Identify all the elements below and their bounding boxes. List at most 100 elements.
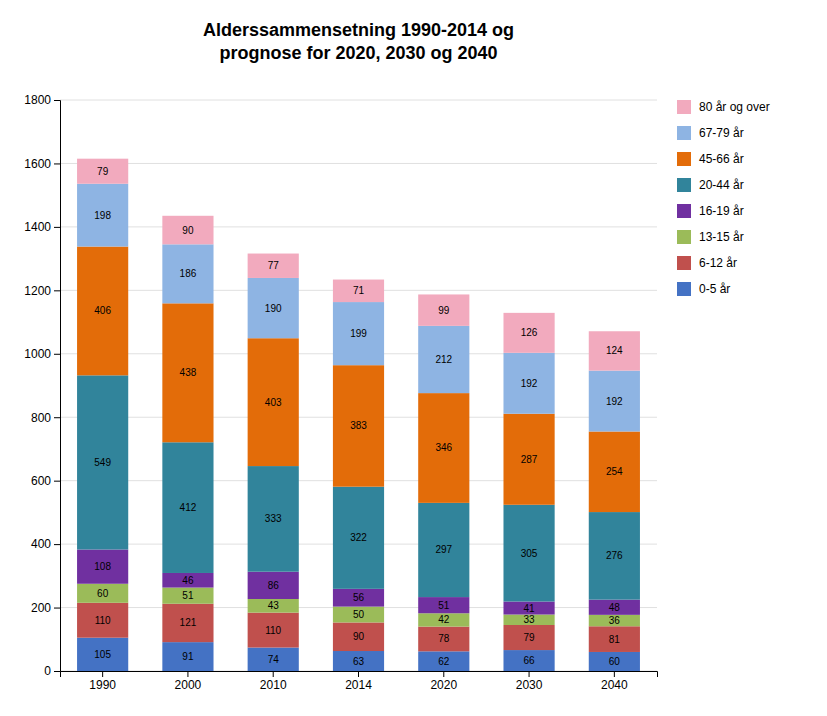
y-tick: 1600 bbox=[24, 157, 60, 171]
tick-label: 1200 bbox=[24, 284, 51, 298]
legend-item: 20-44 år bbox=[677, 178, 744, 192]
data-label: 91 bbox=[182, 651, 194, 662]
bar bbox=[77, 550, 128, 584]
data-label: 126 bbox=[521, 327, 538, 338]
data-label: 276 bbox=[606, 550, 623, 561]
tick-mark bbox=[54, 417, 60, 418]
tick-mark bbox=[614, 671, 615, 677]
y-tick: 0 bbox=[44, 664, 60, 678]
legend-swatch bbox=[677, 152, 691, 166]
tick-label: 200 bbox=[31, 601, 51, 615]
bar bbox=[503, 602, 554, 615]
tick-label: 800 bbox=[31, 411, 51, 425]
bar bbox=[162, 573, 213, 588]
tick-label: 1600 bbox=[24, 157, 51, 171]
legend-swatch bbox=[677, 256, 691, 270]
data-label: 66 bbox=[524, 655, 536, 666]
bar bbox=[77, 375, 128, 549]
bar bbox=[589, 331, 640, 370]
bar bbox=[162, 604, 213, 642]
bar bbox=[333, 302, 384, 365]
bar bbox=[418, 503, 469, 597]
bar bbox=[418, 613, 469, 626]
y-tick: 1800 bbox=[24, 93, 60, 107]
data-label: 79 bbox=[97, 166, 109, 177]
tick-mark bbox=[54, 544, 60, 545]
title: Alderssammensetning 1990-2014 ogprognose… bbox=[203, 20, 514, 63]
tick-label: 1400 bbox=[24, 220, 51, 234]
data-label: 56 bbox=[353, 592, 365, 603]
legend-swatch bbox=[677, 282, 691, 296]
legend-label: 45-66 år bbox=[699, 152, 744, 166]
x-axis: 1990200020102014202020302040 bbox=[61, 671, 658, 692]
tick-label: 0 bbox=[44, 664, 51, 678]
bar bbox=[589, 371, 640, 432]
legend: 80 år og over 67-79 år 45-66 år 20-44 år 16-… bbox=[677, 100, 770, 296]
legend-swatch bbox=[677, 204, 691, 218]
data-label: 71 bbox=[353, 285, 365, 296]
bar bbox=[503, 505, 554, 602]
legend-item: 16-19 år bbox=[677, 204, 744, 218]
data-label: 77 bbox=[268, 260, 280, 271]
data-label: 198 bbox=[94, 210, 111, 221]
bar bbox=[77, 184, 128, 247]
data-label: 41 bbox=[524, 603, 536, 614]
legend-label: 20-44 år bbox=[699, 178, 744, 192]
bar bbox=[248, 648, 299, 671]
legend-label: 16-19 år bbox=[699, 204, 744, 218]
bar bbox=[589, 652, 640, 671]
bar-series bbox=[77, 247, 640, 513]
bar bbox=[77, 638, 128, 671]
bar bbox=[162, 303, 213, 442]
bar bbox=[162, 588, 213, 604]
data-label: 79 bbox=[524, 632, 536, 643]
bar bbox=[503, 414, 554, 505]
tick-label: 2020 bbox=[430, 678, 457, 692]
bar bbox=[418, 326, 469, 393]
bar bbox=[248, 466, 299, 572]
bar bbox=[248, 572, 299, 599]
legend-item: 80 år og over bbox=[677, 100, 770, 114]
tick-mark bbox=[187, 671, 188, 677]
y-axis: 020040060080010001200140016001800 bbox=[24, 93, 60, 678]
data-label: 99 bbox=[438, 305, 450, 316]
legend-swatch bbox=[677, 100, 691, 114]
y-tick: 200 bbox=[31, 601, 60, 615]
legend-item: 67-79 år bbox=[677, 126, 744, 140]
bar bbox=[248, 599, 299, 613]
data-label: 186 bbox=[180, 268, 197, 279]
tick-label: 2010 bbox=[260, 678, 287, 692]
data-label: 48 bbox=[609, 602, 621, 613]
tick-mark bbox=[54, 608, 60, 609]
x-tick: 2010 bbox=[260, 671, 287, 692]
data-label: 346 bbox=[435, 442, 452, 453]
grid-line bbox=[60, 163, 657, 164]
bar bbox=[248, 613, 299, 648]
x-tick: 2000 bbox=[175, 671, 202, 692]
bar bbox=[418, 627, 469, 652]
bar bbox=[248, 278, 299, 338]
tick-mark bbox=[54, 227, 60, 228]
data-label: 192 bbox=[521, 378, 538, 389]
bar bbox=[333, 622, 384, 651]
bar bbox=[162, 244, 213, 303]
tick-mark bbox=[54, 354, 60, 355]
bar bbox=[503, 353, 554, 414]
legend-item: 45-66 år bbox=[677, 152, 744, 166]
tick-mark bbox=[54, 163, 60, 164]
data-label: 81 bbox=[609, 634, 621, 645]
legend-label: 80 år og over bbox=[699, 100, 770, 114]
legend-label: 67-79 år bbox=[699, 126, 744, 140]
legend-label: 6-12 år bbox=[699, 256, 737, 270]
data-label: 105 bbox=[94, 649, 111, 660]
data-label: 254 bbox=[606, 466, 623, 477]
bar bbox=[589, 600, 640, 615]
x-tick: 2020 bbox=[430, 671, 457, 692]
bar bbox=[333, 280, 384, 303]
tick-label: 2030 bbox=[516, 678, 543, 692]
bars bbox=[77, 159, 640, 671]
tick-label: 400 bbox=[31, 537, 51, 551]
legend-swatch bbox=[677, 178, 691, 192]
data-label: 33 bbox=[524, 614, 536, 625]
data-label: 322 bbox=[350, 532, 367, 543]
